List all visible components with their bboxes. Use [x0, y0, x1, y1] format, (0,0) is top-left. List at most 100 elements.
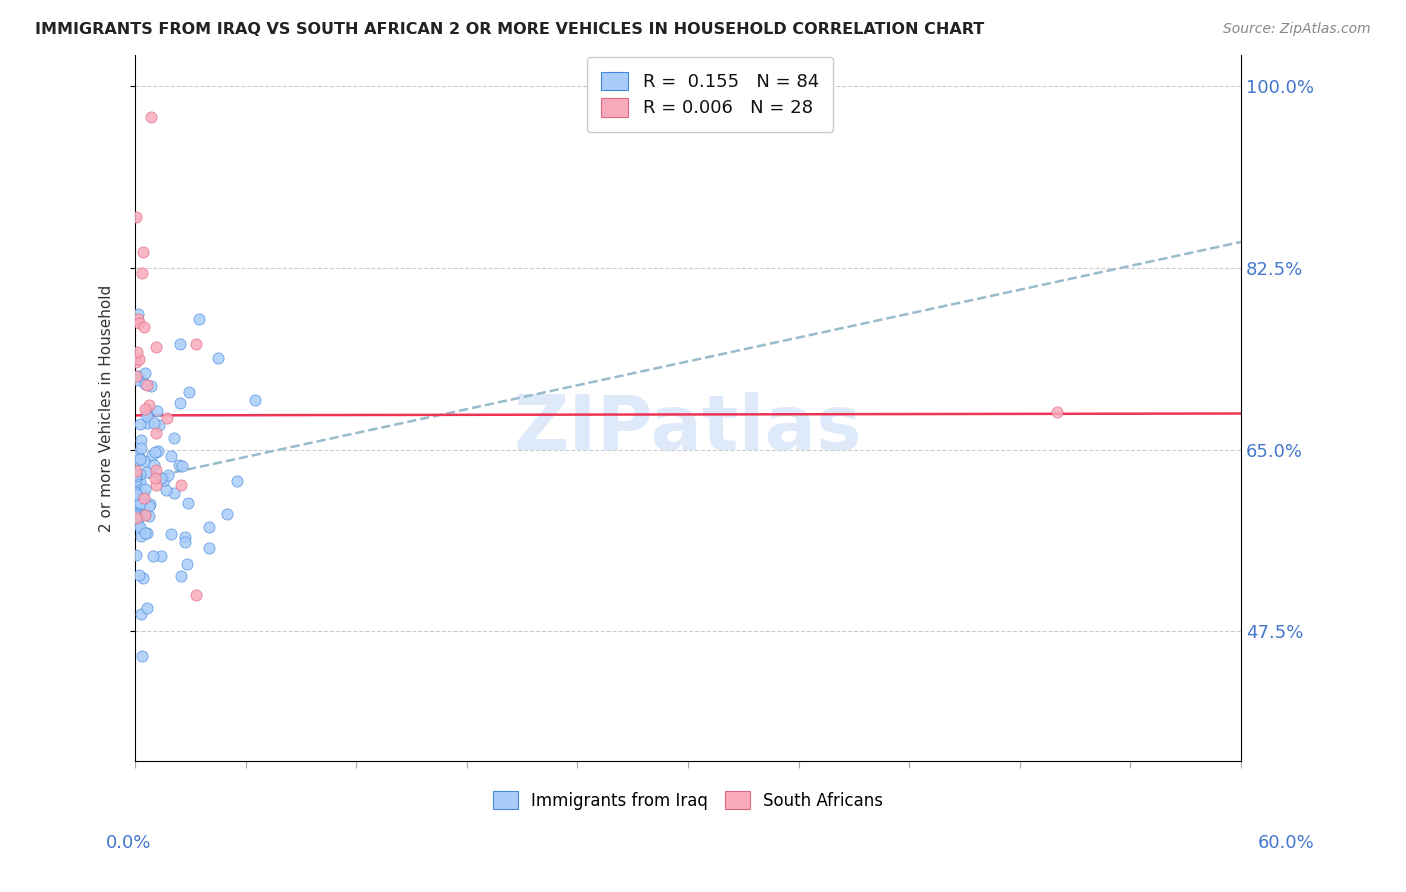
Point: [131, 245, 153, 260]
Point: [243, 392, 266, 407]
Point: [184, 588, 207, 602]
Point: [136, 409, 159, 424]
Point: [125, 210, 148, 224]
Point: [176, 557, 198, 571]
Point: [129, 496, 152, 510]
Point: [153, 473, 176, 487]
Point: [134, 376, 156, 391]
Point: [132, 487, 155, 501]
Point: [159, 527, 181, 541]
Point: [127, 493, 149, 508]
Point: [184, 337, 207, 351]
Point: [170, 478, 193, 492]
Point: [225, 474, 247, 488]
Point: [129, 433, 152, 447]
Point: [134, 401, 156, 416]
Point: [136, 600, 159, 615]
Point: [127, 307, 149, 321]
Text: Source: ZipAtlas.com: Source: ZipAtlas.com: [1223, 22, 1371, 37]
Point: [125, 508, 148, 522]
Point: [163, 486, 186, 500]
Y-axis label: 2 or more Vehicles in Household: 2 or more Vehicles in Household: [100, 285, 114, 532]
Point: [217, 507, 239, 521]
Point: [155, 410, 177, 425]
Point: [143, 417, 166, 431]
Point: [131, 571, 153, 585]
Point: [145, 404, 167, 418]
Point: [134, 483, 156, 497]
Point: [155, 483, 177, 497]
Point: [128, 316, 150, 330]
Point: [138, 499, 160, 513]
Point: [198, 541, 221, 555]
Point: [134, 507, 156, 521]
Point: [143, 471, 166, 485]
Point: [150, 549, 173, 563]
Point: [145, 463, 167, 477]
Point: [132, 454, 155, 468]
Point: [143, 458, 166, 472]
Point: [136, 465, 159, 479]
Point: [134, 366, 156, 380]
Point: [127, 451, 149, 466]
Point: [134, 525, 156, 540]
Point: [129, 607, 152, 621]
Point: [125, 548, 148, 562]
Text: IMMIGRANTS FROM IRAQ VS SOUTH AFRICAN 2 OR MORE VEHICLES IN HOUSEHOLD CORRELATIO: IMMIGRANTS FROM IRAQ VS SOUTH AFRICAN 2 …: [35, 22, 984, 37]
Point: [172, 458, 194, 473]
Point: [125, 478, 148, 492]
Point: [177, 496, 200, 510]
Point: [136, 377, 159, 392]
Point: [145, 477, 167, 491]
Point: [167, 458, 190, 472]
Point: [143, 445, 166, 459]
Point: [125, 369, 148, 384]
Point: [134, 491, 156, 505]
Point: [125, 495, 148, 509]
Point: [127, 506, 149, 520]
Point: [125, 486, 148, 500]
Point: [134, 508, 156, 522]
Legend: Immigrants from Iraq, South Africans: Immigrants from Iraq, South Africans: [486, 785, 890, 816]
Point: [131, 648, 153, 663]
Text: ZIPatlas: ZIPatlas: [513, 392, 862, 467]
Point: [1045, 405, 1067, 419]
Point: [145, 340, 167, 354]
Point: [141, 448, 163, 462]
Point: [127, 486, 149, 500]
Text: 60.0%: 60.0%: [1258, 834, 1315, 852]
Point: [136, 405, 159, 419]
Point: [127, 312, 149, 326]
Point: [135, 525, 157, 540]
Point: [128, 475, 150, 490]
Point: [125, 355, 148, 369]
Point: [142, 549, 165, 563]
Point: [136, 417, 159, 431]
Point: [129, 529, 152, 543]
Point: [198, 520, 221, 534]
Point: [169, 396, 191, 410]
Point: [157, 468, 180, 483]
Point: [128, 467, 150, 481]
Point: [125, 509, 148, 524]
Point: [162, 431, 184, 445]
Point: [139, 497, 162, 511]
Point: [177, 385, 200, 400]
Point: [125, 469, 148, 483]
Point: [128, 520, 150, 534]
Point: [127, 373, 149, 387]
Point: [128, 417, 150, 432]
Point: [125, 510, 148, 524]
Point: [148, 444, 170, 458]
Point: [148, 417, 170, 432]
Point: [125, 453, 148, 467]
Point: [125, 465, 148, 479]
Point: [174, 530, 197, 544]
Point: [169, 336, 191, 351]
Point: [139, 379, 162, 393]
Point: [125, 467, 148, 481]
Point: [138, 509, 160, 524]
Point: [174, 534, 197, 549]
Point: [160, 449, 183, 463]
Point: [138, 398, 160, 412]
